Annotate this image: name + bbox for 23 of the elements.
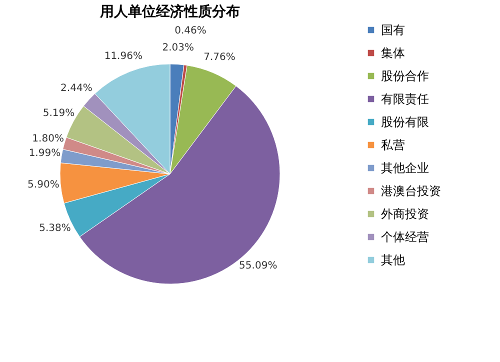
legend-label: 有限责任	[381, 92, 429, 106]
legend-label: 港澳台投资	[381, 184, 441, 198]
legend-label: 股份有限	[381, 115, 429, 129]
data-label: 5.90%	[28, 180, 60, 191]
data-label: 5.38%	[39, 222, 71, 234]
legend-label: 股份合作	[381, 69, 429, 83]
legend-label: 外商投资	[381, 207, 429, 221]
data-label: 7.76%	[204, 52, 236, 64]
legend-label: 国有	[381, 23, 405, 37]
legend-label: 个体经营	[381, 230, 429, 244]
legend-label: 其他	[381, 253, 405, 267]
data-label: 11.96%	[104, 50, 142, 62]
chart-title: 用人单位经济性质分布	[99, 3, 240, 20]
data-label: 0.46%	[174, 25, 206, 36]
data-label: 1.80%	[32, 133, 64, 144]
data-label: 2.03%	[162, 42, 194, 54]
data-label: 55.09%	[239, 260, 278, 272]
data-label: 1.99%	[28, 148, 61, 160]
data-label: 2.44%	[60, 83, 92, 94]
legend-label: 私营	[381, 138, 405, 152]
legend-label: 集体	[381, 46, 405, 60]
data-label: 5.19%	[42, 108, 75, 119]
legend-label: 其他企业	[381, 161, 429, 175]
